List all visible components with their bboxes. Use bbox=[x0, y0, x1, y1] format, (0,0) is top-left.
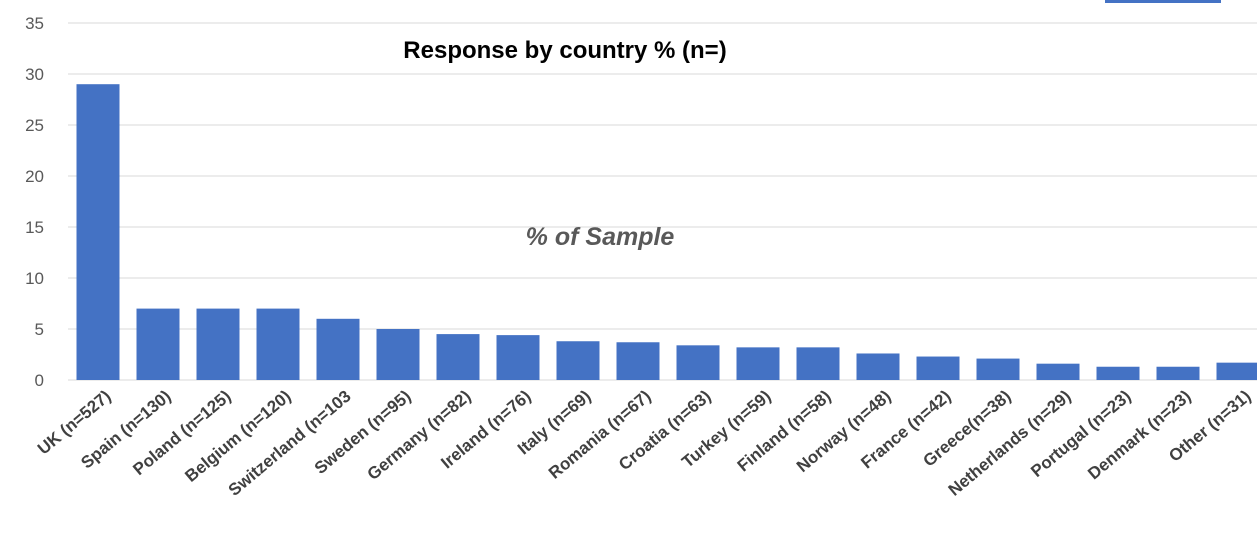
y-tick-label: 10 bbox=[25, 269, 44, 288]
bar bbox=[676, 345, 720, 380]
bar bbox=[856, 353, 900, 380]
x-tick-label: Denmark (n=23) bbox=[1084, 387, 1194, 484]
bar bbox=[1036, 363, 1080, 380]
legend-key-fragment bbox=[1105, 0, 1221, 3]
bar bbox=[256, 308, 300, 380]
bar bbox=[796, 347, 840, 380]
x-tick-label: Belgium (n=120) bbox=[181, 387, 294, 486]
bar bbox=[1096, 366, 1140, 380]
x-tick-label: Romania (n=67) bbox=[545, 387, 655, 483]
bar bbox=[616, 342, 660, 380]
x-tick-label: Portugal (n=23) bbox=[1027, 387, 1134, 481]
bar bbox=[376, 329, 420, 380]
y-tick-label: 30 bbox=[25, 65, 44, 84]
y-tick-label: 35 bbox=[25, 14, 44, 33]
y-tick-label: 25 bbox=[25, 116, 44, 135]
chart-title: Response by country % (n=) bbox=[403, 37, 726, 64]
y-axis-ticks: 0 5 10 15 20 25 30 35 bbox=[25, 14, 44, 390]
y-tick-label: 15 bbox=[25, 218, 44, 237]
bar bbox=[436, 334, 480, 380]
bar bbox=[496, 335, 540, 380]
bar bbox=[1156, 366, 1200, 380]
bar bbox=[316, 318, 360, 380]
bar bbox=[736, 347, 780, 380]
x-axis-labels: UK (n=527)Spain (n=130)Poland (n=125)Bel… bbox=[34, 387, 1255, 500]
bar bbox=[196, 308, 240, 380]
y-tick-label: 5 bbox=[35, 320, 44, 339]
y-tick-label: 0 bbox=[35, 371, 44, 390]
y-tick-label: 20 bbox=[25, 167, 44, 186]
x-tick-label: Germany (n=82) bbox=[364, 387, 475, 484]
bar bbox=[916, 356, 960, 380]
bars bbox=[76, 84, 1257, 380]
bar bbox=[136, 308, 180, 380]
bar bbox=[976, 358, 1020, 380]
chart-annotation: % of Sample bbox=[526, 223, 675, 251]
gridlines bbox=[68, 22, 1257, 381]
bar bbox=[556, 341, 600, 380]
bar bbox=[1216, 362, 1257, 380]
bar bbox=[76, 84, 120, 380]
